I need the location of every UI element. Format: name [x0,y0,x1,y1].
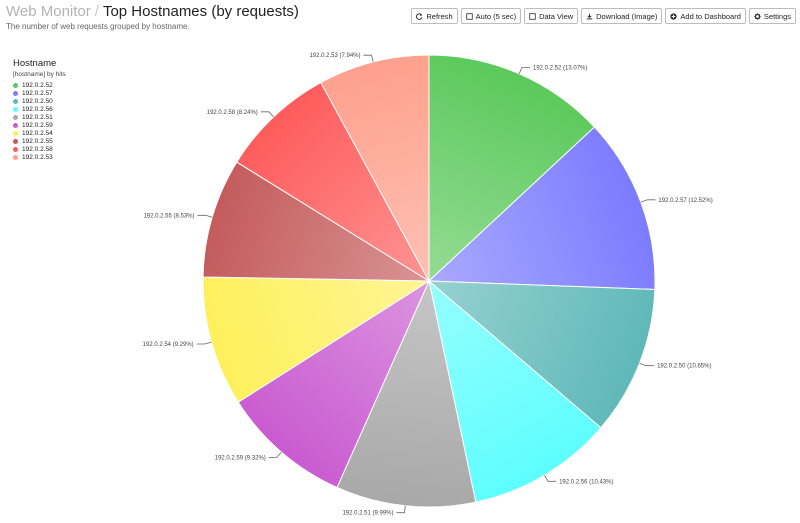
pie-slice-label: 192.0.2.52 (13.07%) [533,65,587,71]
pie-leader-line [640,199,656,203]
page-subtitle: The number of web requests grouped by ho… [6,22,190,31]
download-image-button[interactable]: Download (Image) [581,8,663,24]
data-view-toggle[interactable]: Data View [524,8,579,24]
pie-slice-label: 192.0.2.57 (12.52%) [658,198,712,204]
pie-slice-label: 192.0.2.59 (9.32%) [215,455,266,461]
legend-swatch [13,138,18,144]
legend-title: Hostname [13,58,57,69]
pie-slice[interactable] [427,126,656,290]
title-line: Web Monitor / Top Hostnames (by requests) [6,3,299,20]
pie-slice-label: 192.0.2.56 (10.43%) [559,479,613,485]
legend-item[interactable]: 192.0.2.54 [13,129,66,137]
legend-label: 192.0.2.51 [22,113,53,121]
legend-item[interactable]: 192.0.2.51 [13,113,66,121]
legend-item[interactable]: 192.0.2.56 [13,105,66,113]
refresh-button[interactable]: Refresh [411,8,458,24]
legend-item[interactable]: 192.0.2.55 [13,137,66,145]
pie-slice[interactable] [428,279,602,503]
auto-refresh-toggle[interactable]: Auto (5 sec) [460,8,522,24]
checkbox-icon [529,12,536,20]
pie-slice-label: 192.0.2.51 (9.99%) [342,511,393,517]
legend-item[interactable]: 192.0.2.59 [13,121,66,129]
legend-subtitle: [hostname] by hits [13,71,66,78]
legend-label: 192.0.2.50 [22,97,53,105]
legend-swatch [13,90,18,96]
header: Web Monitor / Top Hostnames (by requests) … [6,3,299,31]
add-to-dashboard-button[interactable]: Add to Dashboard [665,8,746,24]
legend-swatch [13,154,18,160]
pie-leader-line [396,505,406,514]
settings-label: Settings [763,11,791,21]
legend-label: 192.0.2.56 [22,105,53,113]
page-title: Top Hostnames (by requests) [102,3,299,20]
pie-slices [202,54,656,508]
legend-item[interactable]: 192.0.2.52 [13,81,66,89]
legend-label: 192.0.2.55 [22,137,53,145]
pie-slice-label: 192.0.2.53 (7.94%) [309,53,360,59]
pie-leader-lines [196,54,656,514]
pie-slice[interactable] [237,279,431,489]
pie-leader-line [544,475,557,482]
checkbox-icon [465,12,473,20]
plus-circle-icon [670,12,678,20]
legend-label: 192.0.2.59 [22,121,53,129]
legend-label: 192.0.2.58 [22,145,53,153]
legend-label: 192.0.2.52 [22,81,53,89]
legend-swatch [13,98,18,104]
legend-label: 192.0.2.53 [22,153,53,161]
legend-item[interactable]: 192.0.2.50 [13,97,66,105]
legend-items: 192.0.2.52 192.0.2.57 192.0.2.50 192.0.2.56… [13,81,66,161]
pie-slice-label: 192.0.2.58 (8.24%) [207,110,258,116]
legend-swatch [13,106,18,112]
legend-label: 192.0.2.54 [22,129,53,137]
data-view-label: Data View [539,11,574,21]
auto-refresh-label: Auto (5 sec) [475,11,517,21]
legend-swatch [13,130,18,136]
refresh-label: Refresh [426,11,453,21]
add-to-dashboard-label: Add to Dashboard [680,11,741,21]
pie-leader-line [197,214,213,218]
legend-swatch [13,122,18,128]
pie-slice[interactable] [236,81,431,283]
legend-swatch [13,146,18,152]
refresh-icon [416,12,423,20]
breadcrumb-web-monitor[interactable]: Web Monitor [6,3,91,20]
pie-slice[interactable] [428,54,596,283]
pie-leader-line [260,111,274,118]
settings-button[interactable]: Settings [748,8,796,24]
pie-leader-line [268,451,282,458]
gear-icon [754,12,761,20]
download-icon [586,13,593,19]
pie-slice-label: 192.0.2.54 (9.29%) [143,342,194,348]
legend-item[interactable]: 192.0.2.53 [13,153,66,161]
download-image-label: Download (Image) [596,11,658,21]
pie-slice[interactable] [202,276,431,403]
pie-slice-label: 192.0.2.55 (8.53%) [143,213,194,219]
legend: Hostname [hostname] by hits 192.0.2.52 19… [13,58,66,161]
legend-label: 192.0.2.57 [22,89,53,97]
pie-labels: 192.0.2.52 (13.07%) 192.0.2.57 (12.52%) 19… [143,53,713,517]
pie-leader-line [196,341,212,345]
legend-swatch [13,114,18,120]
pie-leader-line [639,362,655,367]
pie-leader-line [363,54,374,63]
pie-leader-line [518,67,530,74]
legend-item[interactable]: 192.0.2.58 [13,145,66,153]
legend-item[interactable]: 192.0.2.57 [13,89,66,97]
breadcrumb-separator: / [94,3,99,20]
pie-slice-label: 192.0.2.50 (10.65%) [657,364,711,370]
toolbar: Refresh Auto (5 sec) Data View Download … [411,8,796,24]
pie-slice[interactable] [427,280,656,429]
legend-swatch [13,82,18,88]
